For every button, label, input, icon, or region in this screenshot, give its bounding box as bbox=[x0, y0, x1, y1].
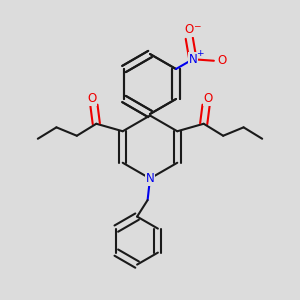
Text: −: − bbox=[193, 21, 201, 30]
Text: O: O bbox=[204, 92, 213, 105]
Text: N: N bbox=[146, 172, 154, 185]
Text: O: O bbox=[87, 92, 96, 105]
Text: N: N bbox=[188, 53, 197, 66]
Text: O: O bbox=[217, 54, 226, 67]
Text: O: O bbox=[184, 23, 194, 36]
Text: +: + bbox=[196, 49, 203, 58]
